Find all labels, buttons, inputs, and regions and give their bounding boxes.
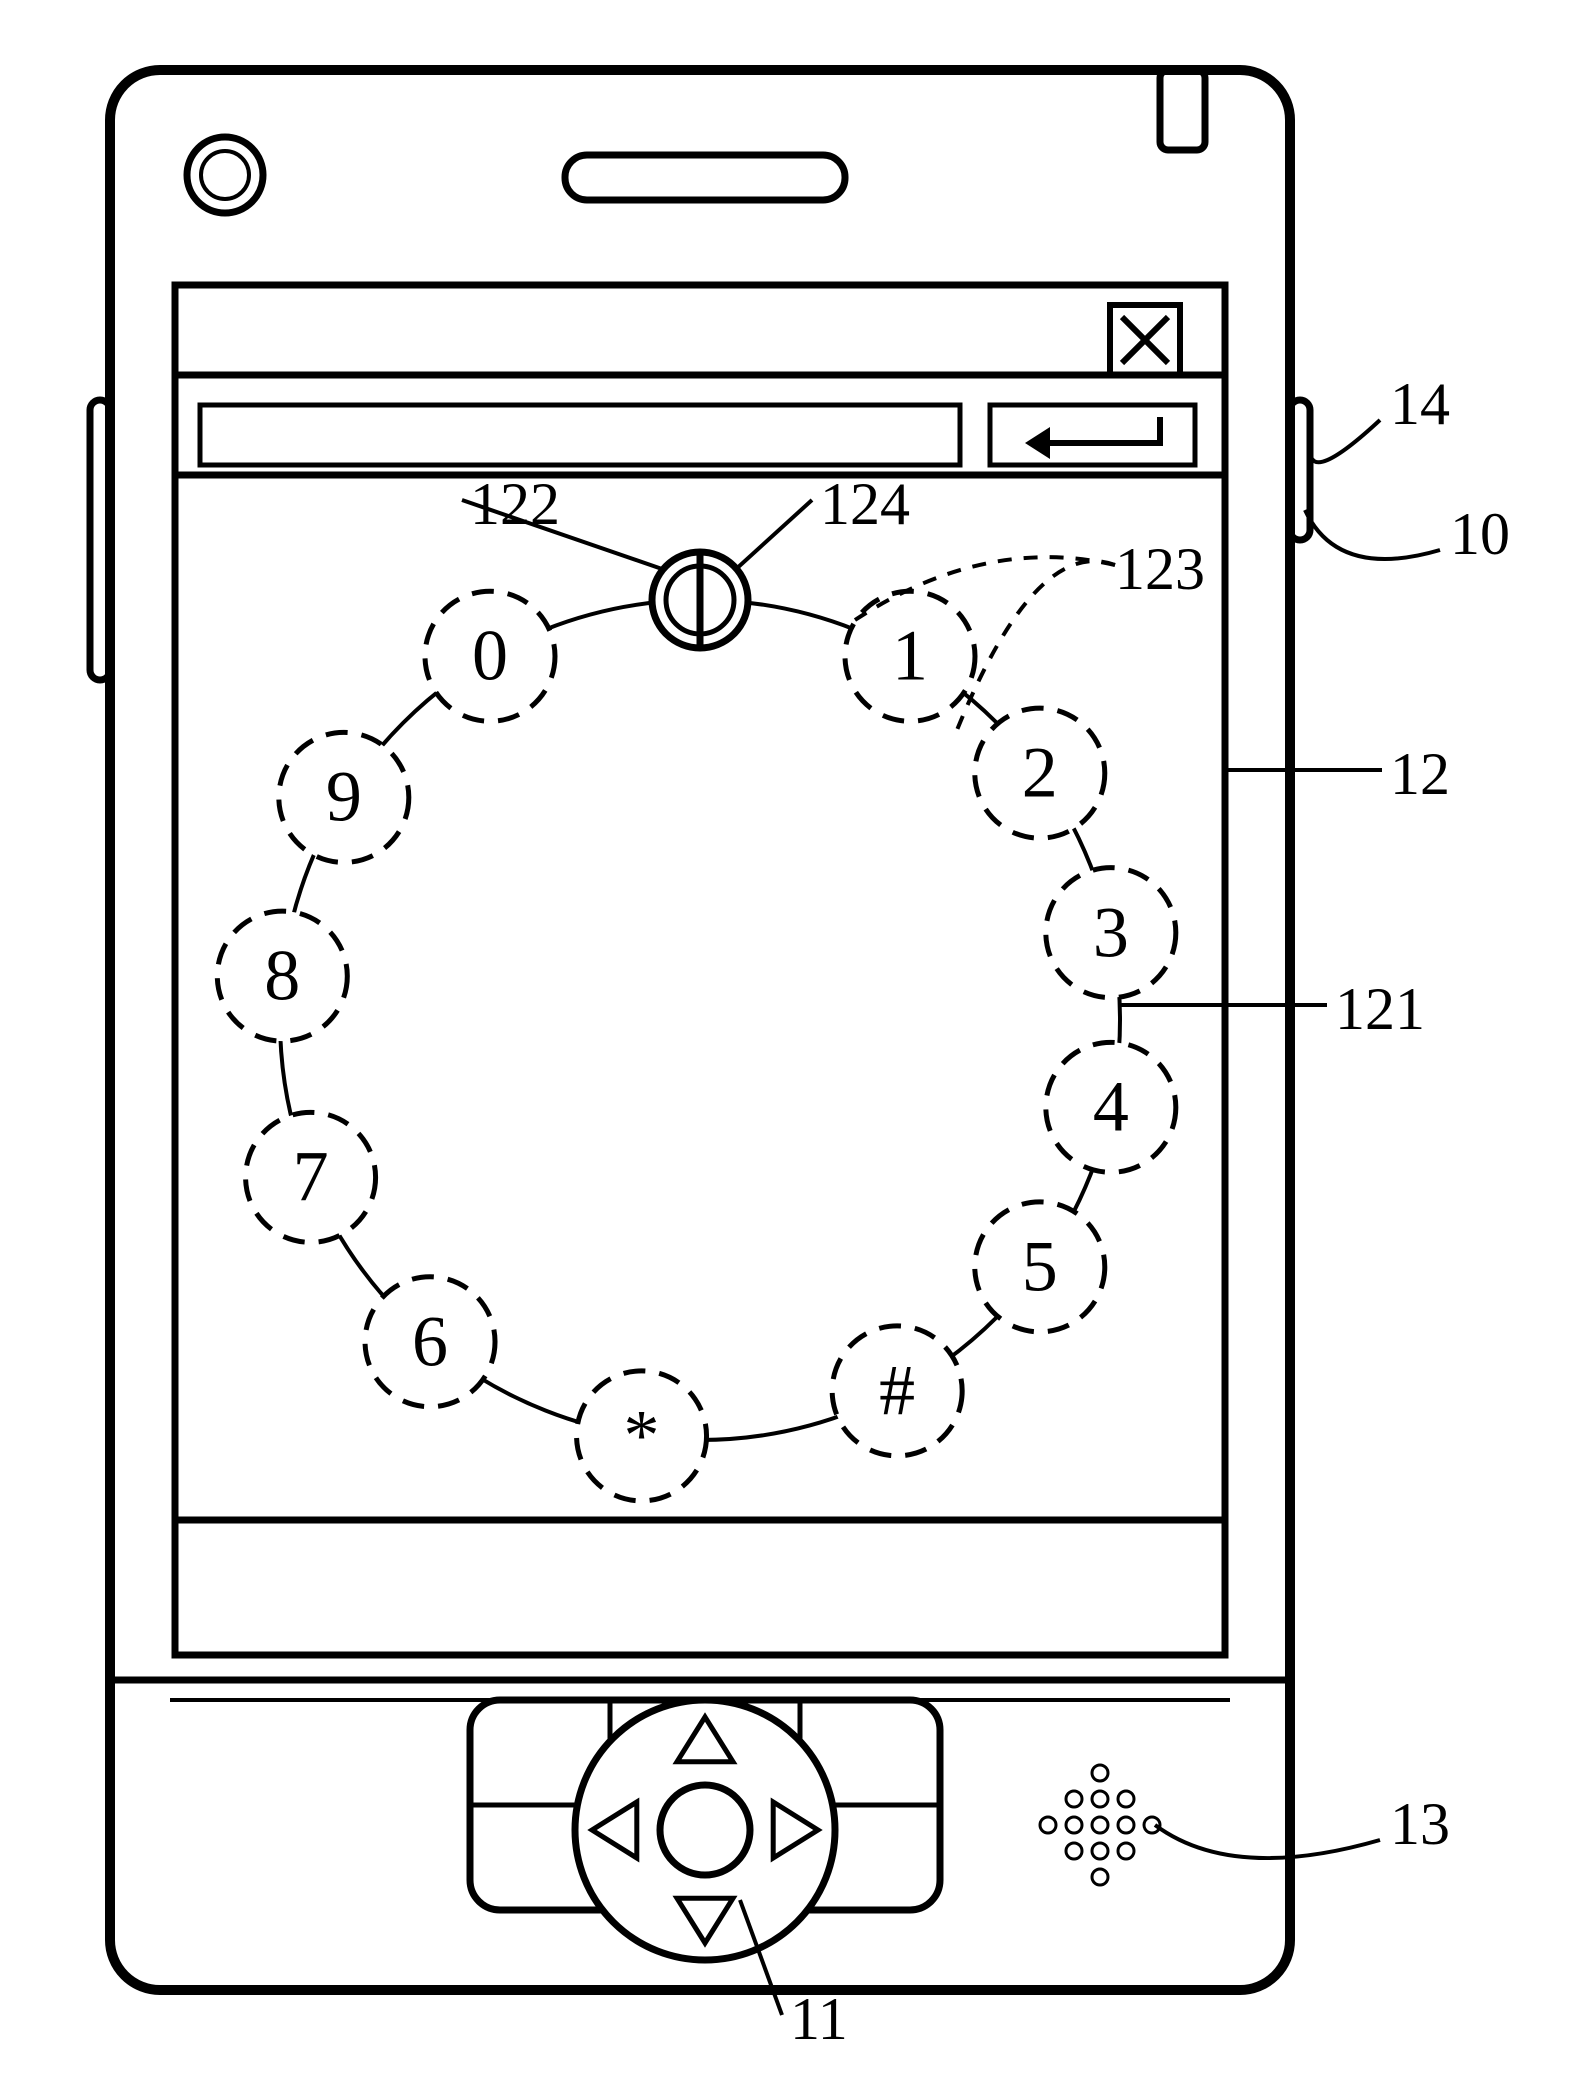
dial-key-label: 7	[293, 1136, 329, 1219]
side-button-left[interactable]	[90, 400, 110, 680]
camera-icon	[187, 137, 263, 213]
ref-label-14: 14	[1390, 370, 1450, 439]
dial-key-label: *	[624, 1394, 660, 1477]
dial-key-label: 4	[1093, 1066, 1129, 1149]
ref-label-121: 121	[1335, 975, 1425, 1044]
speaker-hole	[1092, 1843, 1108, 1859]
ref-label-13: 13	[1390, 1790, 1450, 1859]
side-button-right[interactable]	[1290, 400, 1310, 540]
earpiece	[565, 155, 845, 200]
ref-label-124: 124	[820, 470, 910, 539]
speaker-hole	[1092, 1817, 1108, 1833]
dial-key-label: #	[879, 1349, 915, 1432]
ref-label-122: 122	[470, 470, 560, 539]
leader-line	[1155, 1825, 1380, 1858]
dial-key-label: 6	[412, 1300, 448, 1383]
leader-line	[1305, 510, 1440, 559]
speaker-hole	[1092, 1869, 1108, 1885]
dial-key-label: 3	[1093, 891, 1129, 974]
speaker-hole	[1040, 1817, 1056, 1833]
speaker-hole	[1092, 1791, 1108, 1807]
number-input[interactable]	[200, 405, 960, 465]
stylus-slot	[1160, 70, 1205, 150]
dial-key-label: 2	[1022, 732, 1058, 815]
dial-key-label: 5	[1022, 1225, 1058, 1308]
speaker-hole	[1118, 1843, 1134, 1859]
speaker-hole	[1066, 1843, 1082, 1859]
enter-icon-arrow	[1025, 427, 1050, 459]
dial-key-label: 9	[326, 756, 362, 839]
speaker-hole	[1118, 1817, 1134, 1833]
ref-label-12: 12	[1390, 740, 1450, 809]
speaker-hole	[1066, 1791, 1082, 1807]
leader-line	[1310, 420, 1380, 462]
dial-key-label: 1	[892, 615, 928, 698]
dial-key-label: 0	[472, 615, 508, 698]
camera-inner	[201, 151, 249, 199]
ref-label-11: 11	[790, 1985, 848, 2054]
dpad-ring[interactable]	[575, 1700, 835, 1960]
speaker-hole	[1118, 1791, 1134, 1807]
speaker-hole	[1066, 1817, 1082, 1833]
enter-button[interactable]	[990, 405, 1195, 465]
ref-label-123: 123	[1115, 535, 1205, 604]
dial-key-label: 8	[264, 935, 300, 1018]
ref-label-10: 10	[1450, 500, 1510, 569]
speaker-hole	[1092, 1765, 1108, 1781]
leader-line	[735, 500, 812, 570]
